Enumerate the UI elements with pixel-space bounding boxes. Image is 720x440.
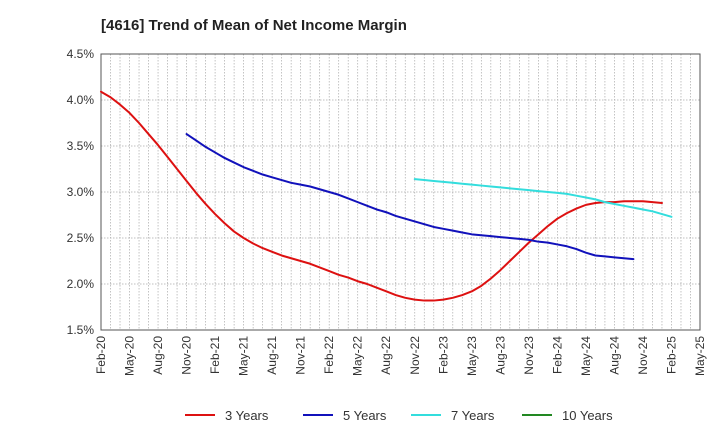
- x-tick-label: May-25: [693, 336, 707, 376]
- legend-label: 10 Years: [562, 408, 613, 423]
- series-line-3-years: [100, 90, 663, 302]
- y-tick-label: 1.5%: [67, 323, 95, 337]
- legend: 3 Years 5 Years 7 Years 10 Years: [185, 408, 613, 423]
- x-tick-label: May-22: [351, 336, 365, 376]
- x-tick-label: Aug-23: [493, 336, 507, 375]
- y-tick-label: 2.0%: [67, 277, 95, 291]
- x-tick-label: Feb-23: [436, 336, 450, 374]
- plot-frame: [100, 53, 701, 331]
- x-tick-label: Aug-22: [379, 336, 393, 375]
- x-axis: Feb-20 May-20 Aug-20 Nov-20 Feb-21 May-21 Aug-…: [94, 336, 707, 376]
- y-tick-label: 4.5%: [67, 47, 95, 61]
- y-tick-label: 3.0%: [67, 185, 95, 199]
- x-tick-label: May-24: [579, 336, 593, 376]
- x-tick-label: Feb-22: [322, 336, 336, 374]
- x-tick-label: Aug-24: [607, 336, 621, 375]
- x-tick-label: Nov-23: [522, 336, 536, 375]
- legend-label: 5 Years: [343, 408, 387, 423]
- x-tick-label: Aug-21: [265, 336, 279, 375]
- x-tick-label: Feb-25: [664, 336, 678, 374]
- grid: [101, 54, 700, 330]
- x-tick-label: May-23: [465, 336, 479, 376]
- series-lines: [100, 90, 673, 302]
- x-tick-label: Aug-20: [151, 336, 165, 375]
- x-tick-label: Nov-24: [636, 336, 650, 375]
- legend-label: 7 Years: [451, 408, 495, 423]
- series-line-5-years: [185, 133, 635, 261]
- x-tick-label: May-21: [237, 336, 251, 376]
- y-tick-label: 3.5%: [67, 139, 95, 153]
- x-tick-label: Feb-21: [208, 336, 222, 374]
- legend-label: 3 Years: [225, 408, 269, 423]
- series-line-7-years: [413, 178, 673, 218]
- y-tick-label: 4.0%: [67, 93, 95, 107]
- x-tick-label: Nov-22: [408, 336, 422, 375]
- chart-title: [4616] Trend of Mean of Net Income Margi…: [101, 17, 407, 34]
- x-tick-label: Feb-24: [550, 336, 564, 374]
- x-tick-label: Feb-20: [94, 336, 108, 374]
- x-tick-label: May-20: [123, 336, 137, 376]
- x-tick-label: Nov-20: [180, 336, 194, 375]
- y-tick-label: 2.5%: [67, 231, 95, 245]
- x-tick-label: Nov-21: [294, 336, 308, 375]
- y-axis: 1.5% 2.0% 2.5% 3.0% 3.5% 4.0% 4.5%: [67, 47, 95, 337]
